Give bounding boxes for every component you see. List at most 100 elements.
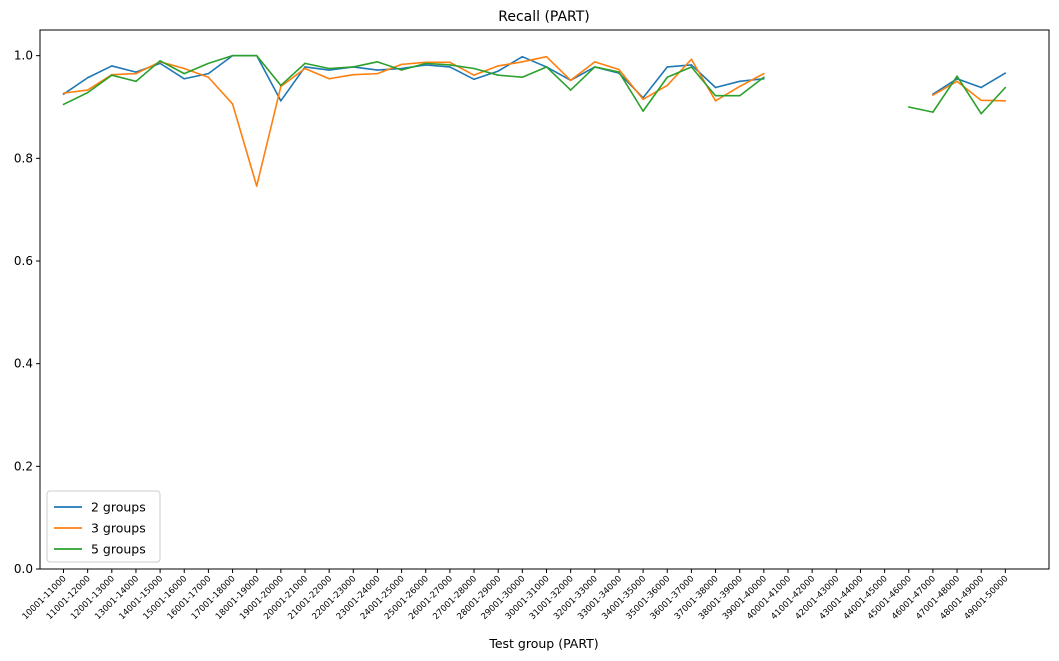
data-point [545, 55, 548, 58]
data-point [183, 77, 186, 80]
data-point [231, 54, 234, 57]
data-point [207, 62, 210, 65]
data-point [159, 62, 161, 65]
data-point [376, 61, 379, 63]
y-tick-label: 0.6 [14, 254, 33, 268]
data-point [328, 69, 330, 71]
series-line-2 [63, 55, 1006, 187]
y-tick-label: 1.0 [14, 49, 33, 63]
data-point [907, 106, 910, 108]
data-point [207, 72, 210, 75]
legend-label: 2 groups [91, 500, 146, 515]
data-point [449, 64, 451, 66]
data-point [763, 76, 765, 79]
data-point [738, 80, 741, 83]
data-point [642, 110, 644, 112]
data-point [956, 77, 958, 80]
data-point [424, 62, 427, 65]
data-point [1004, 72, 1007, 74]
data-point [763, 72, 765, 75]
data-point [135, 71, 137, 73]
data-point [714, 86, 717, 89]
data-point [714, 100, 717, 102]
data-point [714, 94, 717, 97]
data-point [569, 89, 572, 91]
data-point [473, 74, 475, 76]
data-point [980, 99, 982, 102]
chart-title: Recall (PART) [498, 9, 590, 25]
legend-label: 3 groups [91, 521, 146, 536]
data-point [594, 61, 596, 63]
data-point [521, 76, 524, 79]
series-line-3 [63, 54, 1006, 115]
series-points-3 [62, 54, 1007, 115]
data-point [62, 92, 65, 94]
legend: 2 groups 3 groups 5 groups [46, 490, 161, 563]
data-point [135, 80, 137, 83]
data-point [207, 76, 210, 79]
data-point [376, 72, 379, 75]
y-tick-label: 0.2 [14, 459, 33, 473]
data-point [1004, 86, 1007, 89]
data-point [328, 67, 330, 70]
data-point [135, 72, 137, 75]
data-point [304, 67, 306, 70]
data-point [666, 66, 669, 68]
data-point [304, 66, 306, 68]
data-point [280, 84, 282, 87]
data-point [111, 65, 113, 67]
data-point [980, 86, 982, 89]
data-point [280, 100, 282, 102]
data-point [400, 63, 403, 66]
data-point [738, 85, 741, 88]
data-point [255, 54, 258, 57]
data-point [618, 71, 620, 73]
data-point [690, 64, 693, 66]
data-point [666, 84, 669, 87]
data-point [473, 78, 475, 81]
data-point [449, 61, 451, 64]
data-point [497, 70, 500, 72]
data-point [62, 103, 65, 106]
y-tick-label: 0.8 [14, 151, 33, 165]
data-point [497, 74, 500, 76]
data-point [304, 62, 306, 65]
data-point [956, 80, 958, 83]
data-point [473, 67, 475, 70]
data-point [594, 66, 596, 68]
data-point [545, 66, 548, 68]
legend-label: 5 groups [91, 542, 146, 557]
data-point [352, 66, 355, 68]
data-point [497, 65, 500, 67]
y-axis: 0.0 0.2 0.4 0.6 0.8 1.0 [14, 49, 40, 576]
data-point [932, 111, 934, 113]
data-point [352, 73, 355, 76]
data-point [690, 58, 693, 61]
data-point [376, 69, 379, 71]
x-tick-label: 49001-50000 [963, 574, 1011, 622]
x-axis-label: Test group (PART) [488, 636, 598, 651]
data-point [690, 66, 693, 68]
data-point [231, 103, 234, 105]
data-point [1004, 100, 1007, 102]
data-point [328, 77, 330, 80]
series-layer [62, 54, 1007, 187]
data-point [521, 61, 524, 63]
data-point [738, 94, 741, 97]
data-point [400, 69, 403, 71]
data-point [642, 98, 644, 101]
data-point [86, 76, 89, 79]
data-point [449, 66, 451, 68]
data-point [159, 60, 161, 62]
data-point [86, 89, 89, 91]
data-point [255, 185, 258, 187]
data-point [424, 64, 427, 66]
data-point [666, 76, 669, 79]
x-axis: 10001-1100011001-1200012001-1300013001-1… [21, 569, 1011, 622]
plot-area-frame [39, 29, 1050, 570]
data-point [618, 68, 620, 71]
data-point [569, 79, 572, 82]
y-tick-label: 0.4 [14, 357, 33, 371]
